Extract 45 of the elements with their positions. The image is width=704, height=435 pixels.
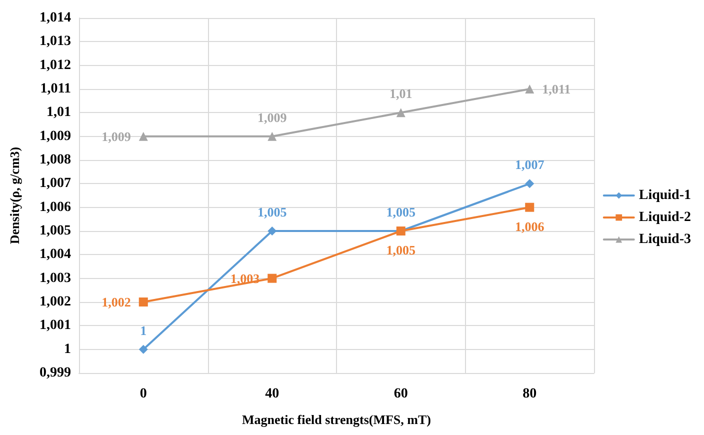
data-label: 1,011 [542, 82, 571, 96]
point [268, 132, 277, 141]
x-tick-label: 80 [522, 386, 537, 402]
x-tick-label: 0 [140, 386, 147, 402]
point [525, 202, 534, 212]
point [138, 298, 148, 306]
legend-label: Liquid-2 [638, 210, 692, 225]
y-tick-label: 1,014 [40, 10, 71, 26]
data-label: 1,007 [515, 157, 545, 172]
y-tick-label: 1,005 [40, 224, 71, 238]
y-tick-label: 1,004 [40, 247, 71, 262]
legend-label: Liquid-1 [638, 188, 692, 203]
point [525, 179, 534, 188]
y-tick-label: 1,002 [40, 294, 71, 310]
y-tick-label: 1,008 [40, 152, 71, 168]
data-label: 1,009 [258, 110, 288, 125]
x-tick-label: 60 [394, 386, 408, 402]
data-label: 1 [140, 322, 147, 338]
point [396, 108, 406, 118]
point [525, 84, 534, 94]
y-tick-label: 1,003 [40, 270, 71, 286]
point [138, 344, 148, 354]
x-tick-label: 40 [265, 386, 280, 402]
y-tick-label: 1,001 [40, 318, 71, 334]
y-tick-label: 1,006 [40, 200, 71, 215]
legend-label: Liquid-3 [638, 232, 692, 247]
data-label: 1,005 [386, 242, 416, 258]
x-axis-title: Magnetic field strengts(MFS, mT) [242, 412, 431, 427]
y-tick-label: 1,009 [40, 128, 71, 144]
y-axis-title: Density(ρ, g/cm3) [7, 146, 22, 244]
data-label: 1,006 [515, 218, 545, 234]
y-tick-label: 1,01 [46, 105, 71, 120]
y-tick-label: 1,013 [40, 34, 71, 50]
data-label: 1,005 [386, 204, 416, 220]
point [268, 274, 277, 283]
data-label: 1,002 [102, 294, 131, 310]
point [138, 132, 148, 141]
y-tick-label: 1,012 [40, 58, 71, 73]
y-tick-label: 0,999 [40, 366, 71, 380]
data-label: 1,01 [390, 86, 412, 102]
y-tick-label: 1 [64, 342, 71, 357]
data-label: 1,005 [258, 204, 288, 220]
data-label: 1,009 [102, 128, 132, 144]
y-tick-label: 1,007 [40, 176, 71, 192]
y-tick-label: 1,011 [40, 82, 71, 96]
